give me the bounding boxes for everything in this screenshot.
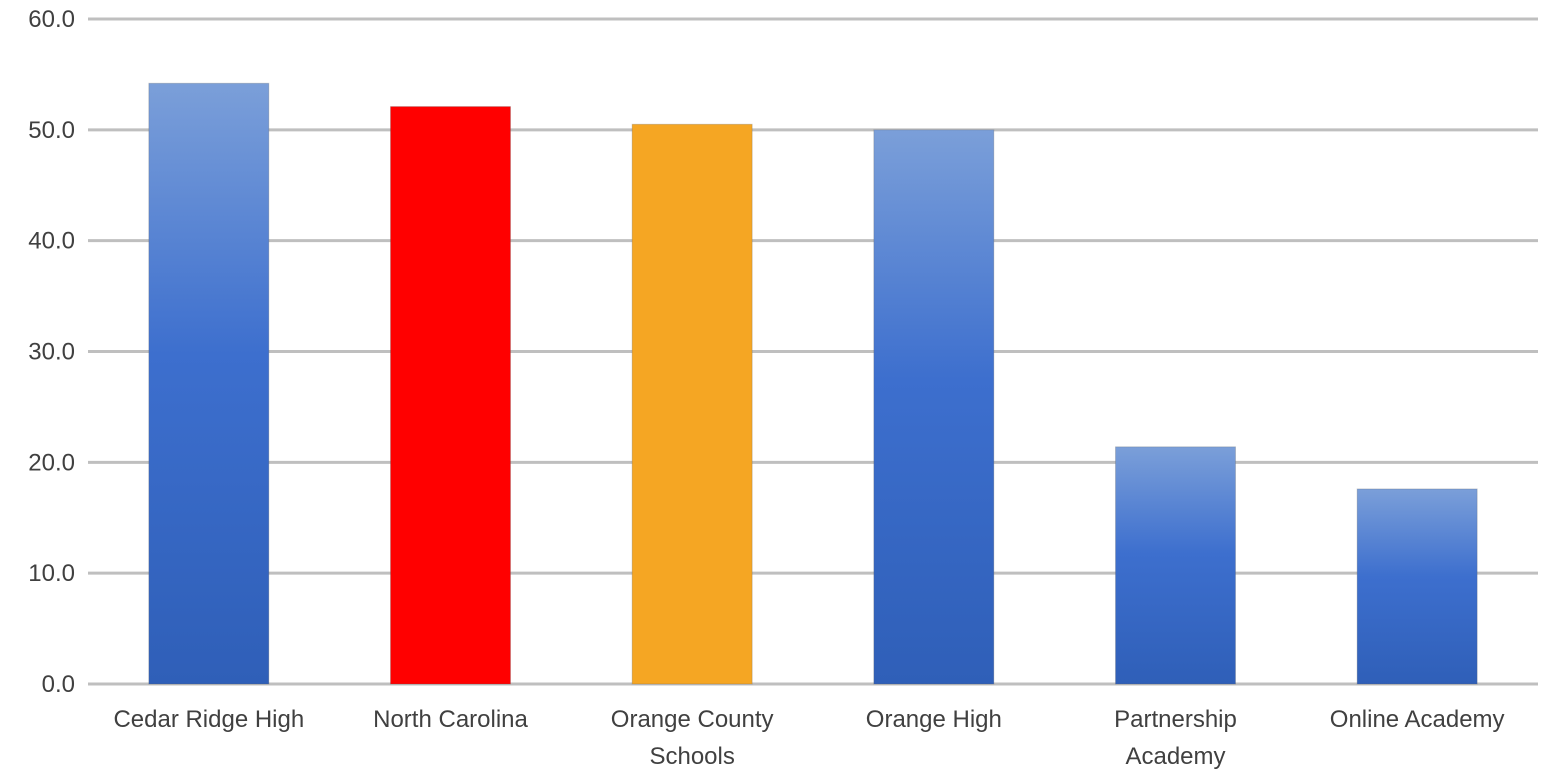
bar <box>631 123 753 685</box>
y-tick-label: 40.0 <box>28 228 75 255</box>
bar <box>1356 488 1478 685</box>
x-category-label: Partnership Academy <box>1114 706 1237 770</box>
bar <box>873 129 995 685</box>
x-category-label: Orange County Schools <box>611 706 774 770</box>
x-axis-category-labels: Cedar Ridge High North Carolina Orange Cou… <box>113 706 1504 770</box>
x-category-label: Cedar Ridge High <box>113 706 304 733</box>
y-axis-tick-labels: 0.0 10.0 20.0 30.0 40.0 50.0 60.0 <box>28 6 75 698</box>
x-category-label: Online Academy <box>1330 706 1505 733</box>
x-category-label: North Carolina <box>373 706 528 733</box>
y-tick-label: 30.0 <box>28 339 75 366</box>
gridlines <box>88 17 1538 686</box>
bar <box>148 82 270 685</box>
y-tick-label: 10.0 <box>28 560 75 587</box>
y-tick-label: 20.0 <box>28 449 75 476</box>
bar <box>390 106 511 685</box>
x-category-label: Orange High <box>866 706 1002 733</box>
y-tick-label: 60.0 <box>28 6 75 33</box>
bar <box>1115 446 1236 685</box>
bars <box>148 82 1478 685</box>
y-tick-label: 0.0 <box>42 671 75 698</box>
y-tick-label: 50.0 <box>28 117 75 144</box>
